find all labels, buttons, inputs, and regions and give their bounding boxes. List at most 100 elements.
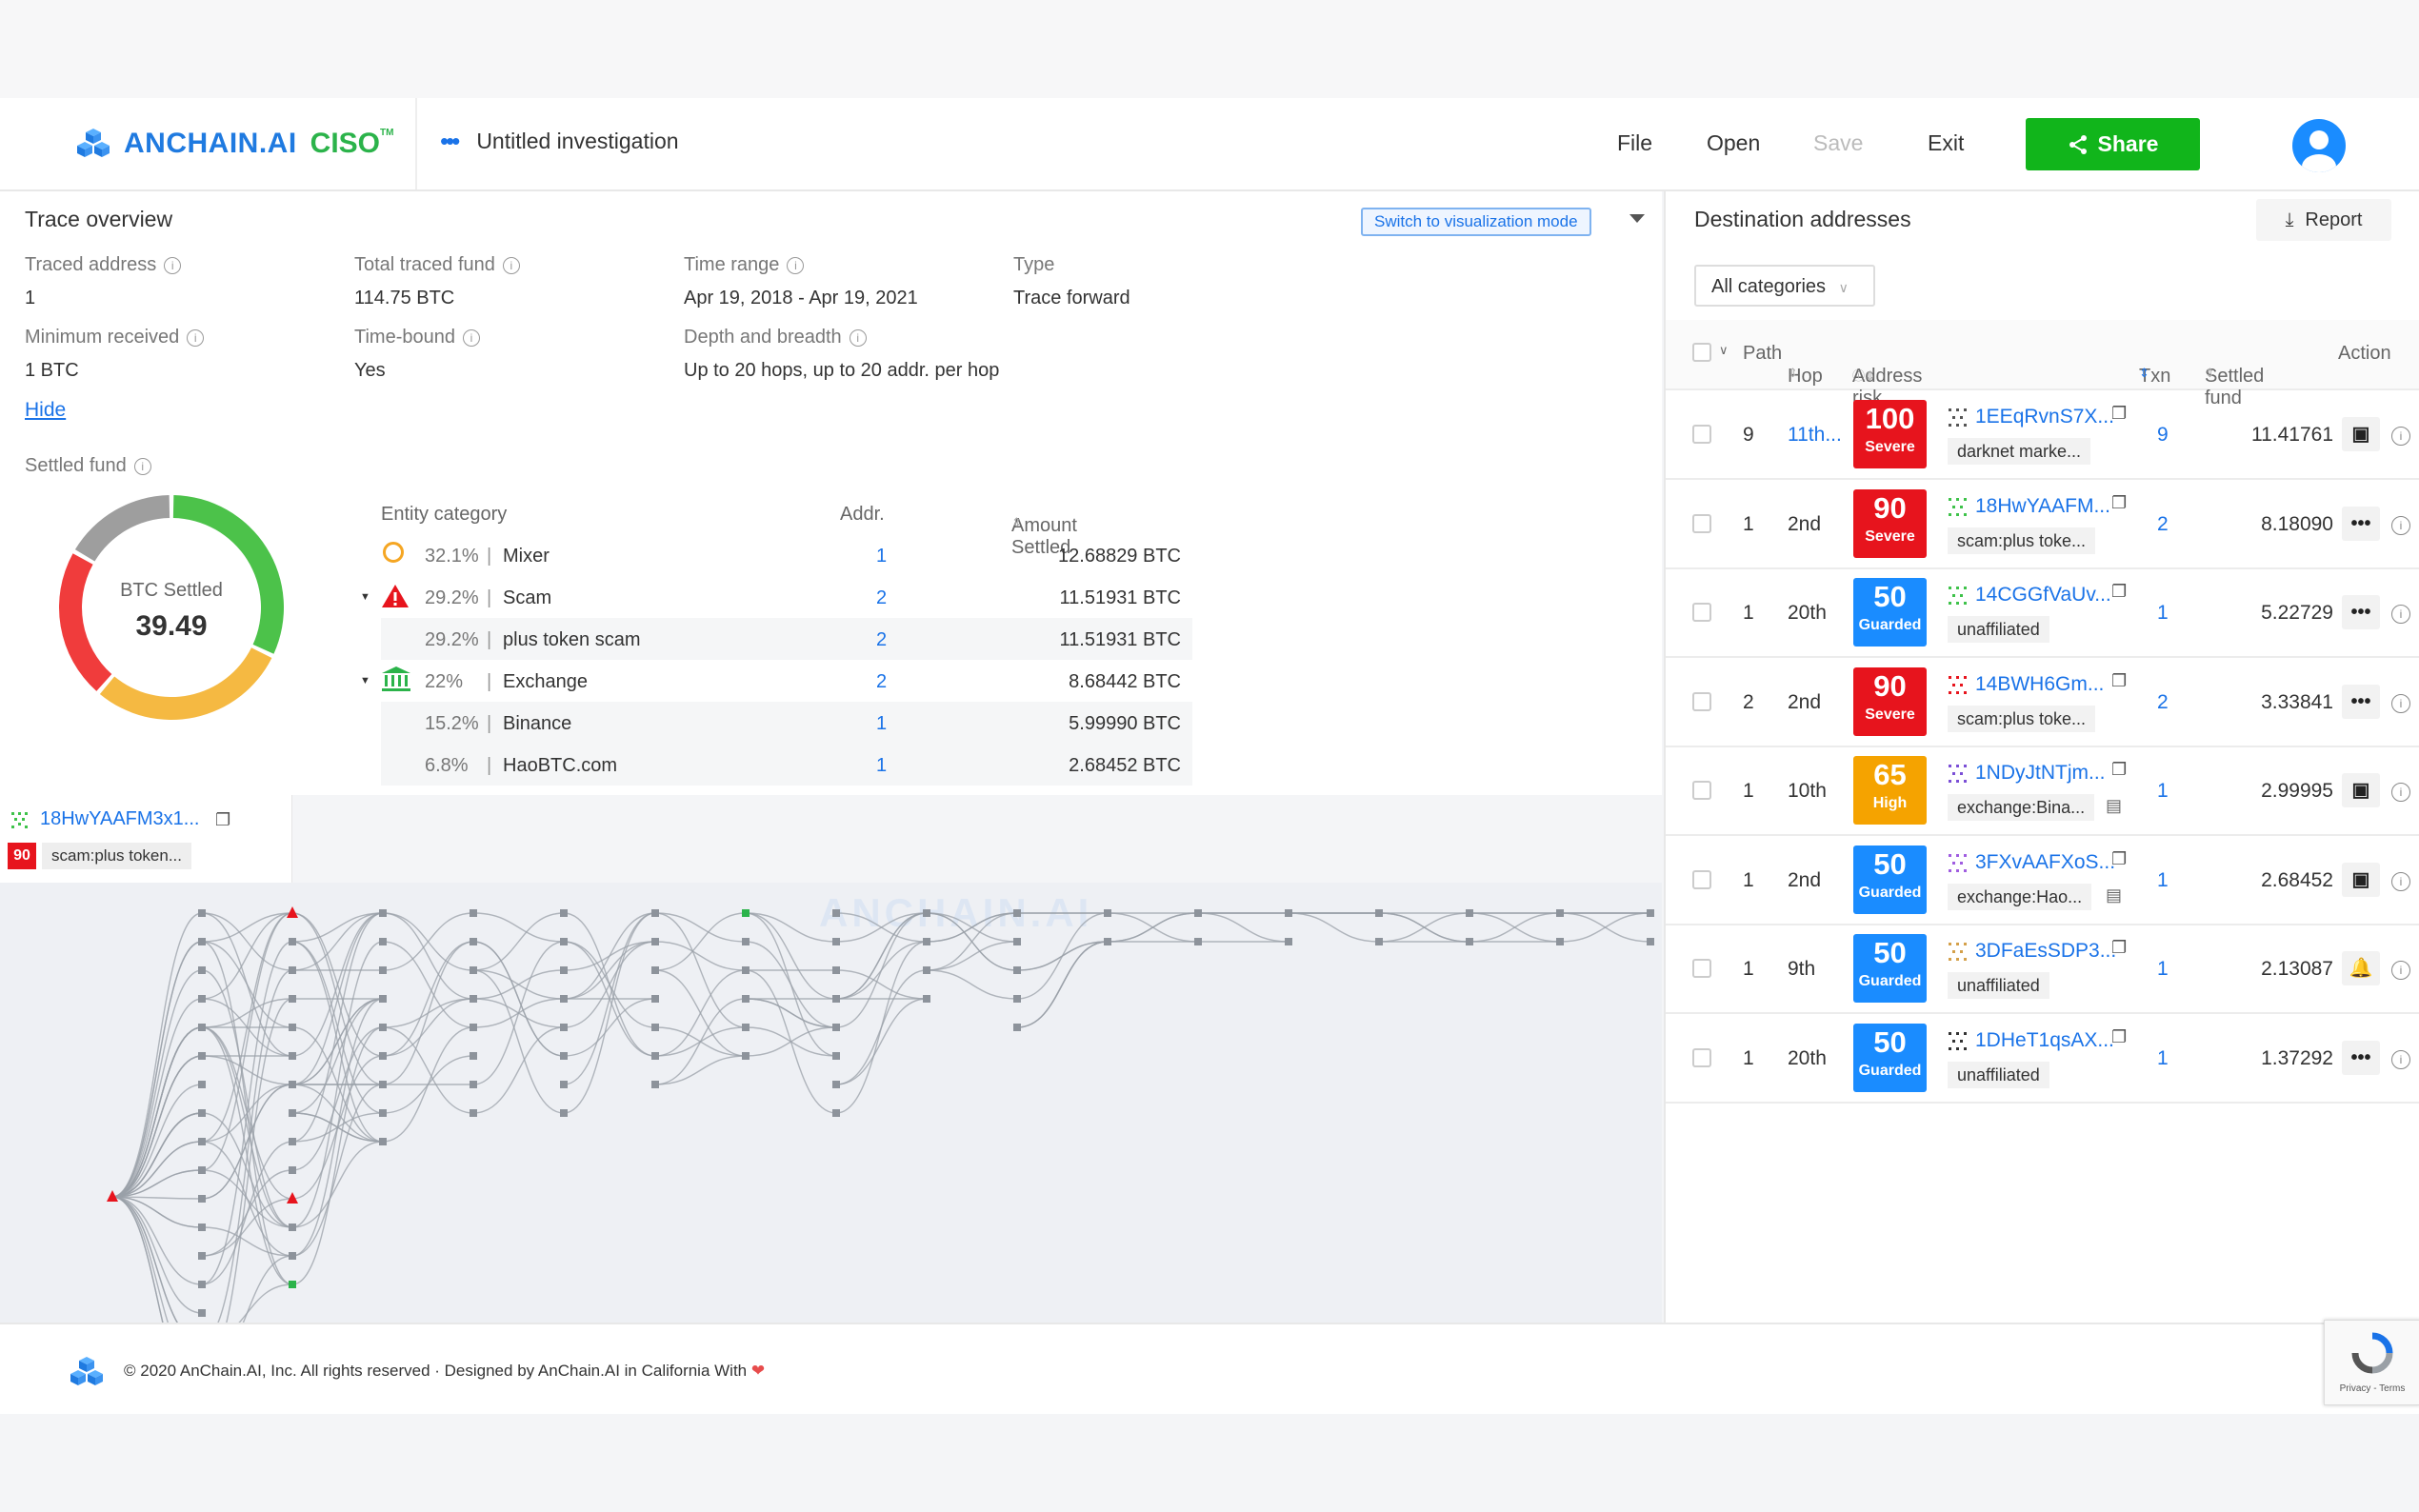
destination-row[interactable]: 1 20th 50 Guarded 14CGGfVaUv... ❐ unaffi… [1666, 568, 2419, 658]
traced-address-value[interactable]: 1 [25, 288, 36, 308]
collapse-caret-icon[interactable] [1629, 214, 1645, 223]
more-icon[interactable]: ••• [2342, 1040, 2380, 1075]
graph-node [470, 1024, 477, 1031]
copy-icon[interactable]: ❐ [2111, 492, 2128, 512]
info-icon[interactable]: i [2391, 783, 2410, 802]
copy-icon[interactable]: ❐ [2111, 938, 2128, 957]
row-address[interactable]: 14CGGfVaUv... [1975, 584, 2111, 606]
row-txn[interactable]: 1 [2157, 868, 2169, 891]
destination-row[interactable]: 1 2nd 50 Guarded 3FXvAAFXoS... ❐ exchang… [1666, 836, 2419, 925]
row-checkbox[interactable] [1692, 603, 1711, 622]
row-checkbox[interactable] [1692, 1047, 1711, 1067]
row-tag: scam:plus toke... [1948, 527, 2096, 554]
selected-node-card[interactable]: 18HwYAAFM3x1... ❐ 90 scam:plus token... [0, 795, 292, 885]
logo[interactable]: ANCHAIN.AI CISOTM [76, 125, 393, 163]
row-checkbox[interactable] [1692, 425, 1711, 444]
hide-link[interactable]: Hide [25, 399, 67, 421]
menu-exit[interactable]: Exit [1928, 130, 1965, 155]
recaptcha-badge[interactable]: Privacy - Terms [2324, 1320, 2419, 1405]
destination-row[interactable]: 9 11th... 100 Severe 1EEqRvnS7X... ❐ dar… [1666, 390, 2419, 480]
row-address[interactable]: 18HwYAAFM... [1975, 494, 2110, 517]
report-button[interactable]: ⤓ Report [2256, 199, 2391, 241]
info-icon[interactable]: i [2391, 693, 2410, 713]
row-checkbox[interactable] [1692, 513, 1711, 533]
copy-icon[interactable]: ❐ [2111, 848, 2128, 868]
row-txn[interactable]: 9 [2157, 424, 2169, 446]
destination-addresses-panel: Destination addresses ⤓ Report All categ… [1664, 191, 2419, 1323]
destination-row[interactable]: 2 2nd 90 Severe 14BWH6Gm... ❐ scam:plus … [1666, 658, 2419, 747]
row-address[interactable]: 3FXvAAFXoS... [1975, 850, 2116, 873]
destination-row[interactable]: 1 10th 65 High 1NDyJtNTjm... ❐ exchange:… [1666, 746, 2419, 836]
switch-visualization-button[interactable]: Switch to visualization mode [1361, 208, 1591, 236]
row-txn[interactable]: 2 [2157, 512, 2169, 535]
row-checkbox[interactable] [1692, 691, 1711, 711]
row-txn[interactable]: 1 [2157, 1046, 2169, 1069]
settled-fund-donut[interactable] [43, 479, 300, 736]
row-txn[interactable]: 1 [2157, 958, 2169, 980]
info-icon[interactable]: i [2391, 871, 2410, 891]
row-address[interactable]: 1EEqRvnS7X... [1975, 406, 2114, 428]
row-address[interactable]: 1NDyJtNTjm... [1975, 762, 2106, 784]
trace-graph-canvas[interactable]: ANCHAIN.AI [0, 883, 1662, 1323]
entity-amount: 11.51931 BTC [1059, 629, 1182, 650]
graph-node [742, 1024, 750, 1031]
info-icon[interactable]: i [2391, 961, 2410, 980]
graph-node [832, 1024, 840, 1031]
more-icon[interactable]: ••• [2342, 684, 2380, 719]
destination-row[interactable]: 1 9th 50 Guarded 3DFaEsSDP3... ❐ unaffil… [1666, 925, 2419, 1014]
copy-icon[interactable]: ❐ [215, 810, 231, 829]
id-card-icon[interactable]: ▤ [2106, 885, 2123, 905]
menu-save[interactable]: Save [1813, 130, 1864, 155]
user-avatar[interactable] [2292, 119, 2346, 172]
entity-row[interactable]: ▼ 22% | Exchange 2 8.68442 BTC [360, 660, 1192, 702]
entity-amount: 8.68442 BTC [1069, 671, 1181, 692]
row-checkbox[interactable] [1692, 959, 1711, 978]
bell-icon[interactable]: 🔔 [2342, 951, 2380, 985]
info-icon[interactable]: i [2391, 427, 2410, 446]
id-card-icon[interactable]: ▤ [2106, 796, 2123, 815]
category-select[interactable]: All categories ∨ [1694, 265, 1875, 307]
row-address[interactable]: 3DFaEsSDP3... [1975, 940, 2117, 962]
row-checkbox[interactable] [1692, 781, 1711, 800]
entity-row[interactable]: 32.1% | Mixer 1 12.68829 BTC [381, 534, 1192, 576]
address-pattern-icon [1949, 765, 1967, 783]
more-icon[interactable]: ••• [2342, 595, 2380, 629]
row-address[interactable]: 1DHeT1qsAX... [1975, 1028, 2114, 1051]
row-address[interactable]: 14BWH6Gm... [1975, 672, 2105, 695]
menu-open[interactable]: Open [1707, 130, 1761, 155]
investigation-title[interactable]: ••• Untitled investigation [440, 127, 679, 156]
menu-file[interactable]: File [1617, 130, 1653, 155]
info-icon[interactable]: i [2391, 515, 2410, 535]
contact-card-icon[interactable]: ▣ [2342, 417, 2380, 451]
minimum-received-value: 1 BTC [25, 360, 79, 381]
select-all-checkbox[interactable] [1692, 343, 1711, 362]
share-button[interactable]: Share [2026, 118, 2200, 170]
entity-row[interactable]: 29.2% | plus token scam 2 11.51931 BTC [381, 618, 1192, 660]
more-dots-icon[interactable]: ••• [440, 127, 460, 155]
info-icon[interactable]: i [2391, 1049, 2410, 1069]
destination-row[interactable]: 1 2nd 90 Severe 18HwYAAFM... ❐ scam:plus… [1666, 480, 2419, 569]
recaptcha-terms[interactable]: Privacy - Terms [2339, 1383, 2406, 1394]
selected-node-address[interactable]: 18HwYAAFM3x1... [40, 808, 200, 829]
entity-row[interactable]: 6.8% | HaoBTC.com 1 2.68452 BTC [381, 744, 1192, 786]
row-txn[interactable]: 2 [2157, 690, 2169, 713]
copy-icon[interactable]: ❐ [2111, 1026, 2128, 1046]
row-checkbox[interactable] [1692, 869, 1711, 889]
info-icon[interactable]: i [2391, 605, 2410, 624]
row-txn[interactable]: 1 [2157, 602, 2169, 624]
copy-icon[interactable]: ❐ [2111, 582, 2128, 601]
copy-icon[interactable]: ❐ [2111, 404, 2128, 423]
copy-icon[interactable]: ❐ [2111, 670, 2128, 690]
entity-row[interactable]: ▼ 29.2% | Scam 2 11.51931 BTC [360, 576, 1192, 618]
row-txn[interactable]: 1 [2157, 780, 2169, 802]
more-icon[interactable]: ••• [2342, 506, 2380, 541]
contact-card-icon[interactable]: ▣ [2342, 773, 2380, 807]
chevron-down-icon[interactable]: ∨ [1719, 343, 1729, 357]
graph-edges-nodes[interactable] [0, 883, 1662, 1323]
entity-row[interactable]: 15.2% | Binance 1 5.99990 BTC [381, 702, 1192, 744]
destination-row[interactable]: 1 20th 50 Guarded 1DHeT1qsAX... ❐ unaffi… [1666, 1014, 2419, 1104]
graph-node [560, 1024, 568, 1031]
copy-icon[interactable]: ❐ [2111, 760, 2128, 779]
contact-card-icon[interactable]: ▣ [2342, 862, 2380, 897]
graph-node [1194, 938, 1202, 945]
